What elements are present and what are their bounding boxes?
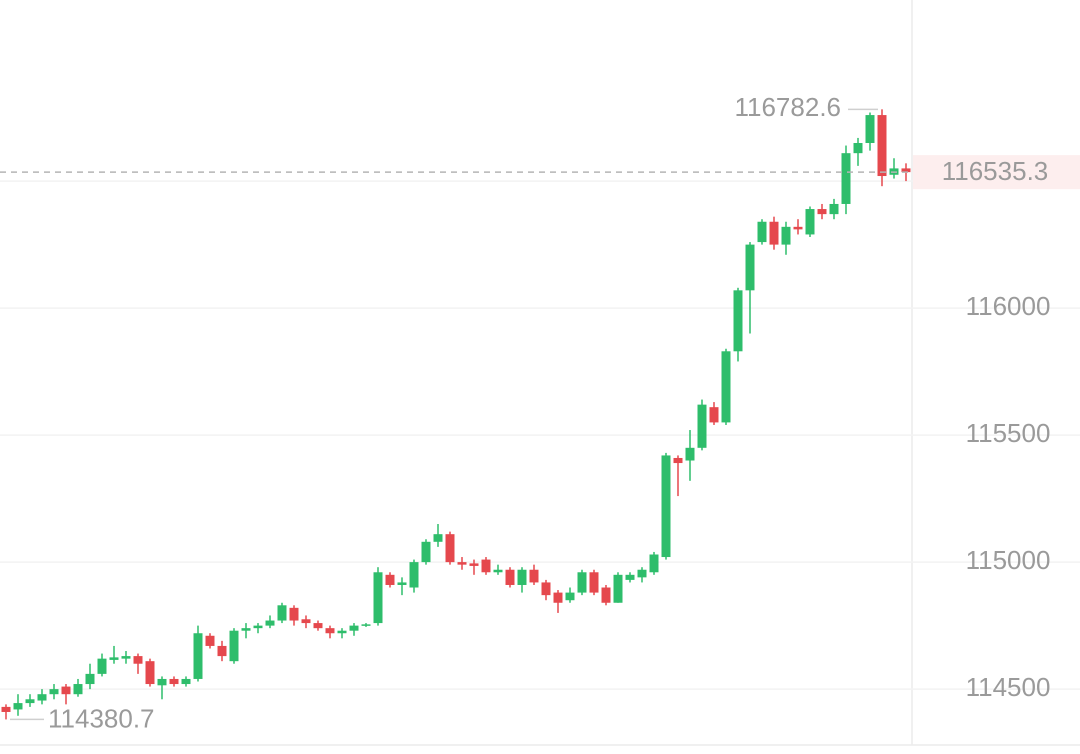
candle-body — [85, 673, 95, 685]
candle-body — [229, 630, 239, 662]
candle-body — [61, 686, 71, 695]
candle-body — [169, 678, 179, 685]
candle-body — [181, 678, 191, 685]
candle-body — [481, 559, 491, 573]
candle-body — [13, 703, 23, 710]
candle-body — [733, 290, 743, 352]
candle-body — [205, 635, 215, 646]
candle-body — [289, 607, 299, 621]
y-tick-label: 115500 — [966, 418, 1051, 448]
last-price-label: 116535.3 — [942, 156, 1049, 186]
candle-body — [37, 694, 47, 701]
candle-body — [109, 657, 119, 660]
candle-body — [769, 221, 779, 245]
candle-body — [265, 620, 275, 626]
candle-body — [541, 582, 551, 596]
candle-body — [757, 221, 767, 243]
y-tick-label: 114500 — [966, 672, 1051, 702]
candle-body — [589, 572, 599, 593]
candle-body — [673, 457, 683, 464]
candle-body — [385, 574, 395, 585]
candle-body — [145, 661, 155, 685]
candle-body — [877, 115, 887, 177]
candle-body — [121, 656, 131, 659]
candle-body — [805, 209, 815, 235]
candle-body — [529, 569, 539, 583]
candle-body — [709, 407, 719, 423]
low-label: 114380.7 — [48, 703, 155, 733]
candle-body — [829, 203, 839, 215]
candle-body — [349, 625, 359, 631]
candle-body — [373, 572, 383, 624]
candle-body — [97, 658, 107, 674]
candle-body — [157, 678, 167, 686]
candle-body — [409, 562, 419, 588]
candle-body — [517, 569, 527, 585]
candle-body — [745, 244, 755, 291]
candle-body — [133, 656, 143, 664]
candle-body — [421, 541, 431, 563]
candle-body — [637, 569, 647, 578]
candle-body — [25, 699, 35, 704]
candle-body — [433, 534, 443, 542]
candle-body — [457, 562, 467, 565]
candle-body — [337, 630, 347, 634]
candle-body — [217, 645, 227, 657]
y-tick-label: 115000 — [966, 545, 1051, 575]
y-tick-label: 116000 — [966, 291, 1051, 321]
high-label: 116782.6 — [734, 92, 841, 122]
candle-body — [397, 582, 407, 585]
candle-body — [241, 628, 251, 631]
candle-body — [253, 625, 263, 629]
candle-body — [277, 605, 287, 621]
candle-body — [649, 554, 659, 573]
candle-body — [1, 706, 11, 712]
candle-body — [817, 209, 827, 215]
candle-body — [721, 351, 731, 423]
candle-body — [781, 226, 791, 245]
candle-body — [685, 447, 695, 461]
candle-body — [865, 115, 875, 144]
candle-body — [325, 628, 335, 634]
candle-body — [553, 592, 563, 603]
candle-body — [697, 404, 707, 448]
candle-body — [313, 623, 323, 629]
candle-body — [577, 572, 587, 593]
candle-body — [613, 574, 623, 603]
candle-body — [841, 153, 851, 204]
candle-body — [793, 226, 803, 230]
candle-body — [493, 569, 503, 573]
candle-body — [901, 168, 911, 173]
candle-body — [301, 619, 311, 624]
candle-body — [625, 574, 635, 580]
candle-body — [505, 569, 515, 585]
candle-body — [469, 563, 479, 566]
candle-body — [445, 534, 455, 563]
candle-body — [661, 455, 671, 558]
candle-body — [193, 633, 203, 679]
candle-body — [49, 689, 59, 695]
candle-body — [853, 143, 863, 154]
candle-body — [565, 592, 575, 601]
candle-body — [361, 624, 371, 626]
candle-body — [73, 684, 83, 695]
candle-body — [601, 587, 611, 603]
last-price-tag — [913, 155, 1080, 190]
